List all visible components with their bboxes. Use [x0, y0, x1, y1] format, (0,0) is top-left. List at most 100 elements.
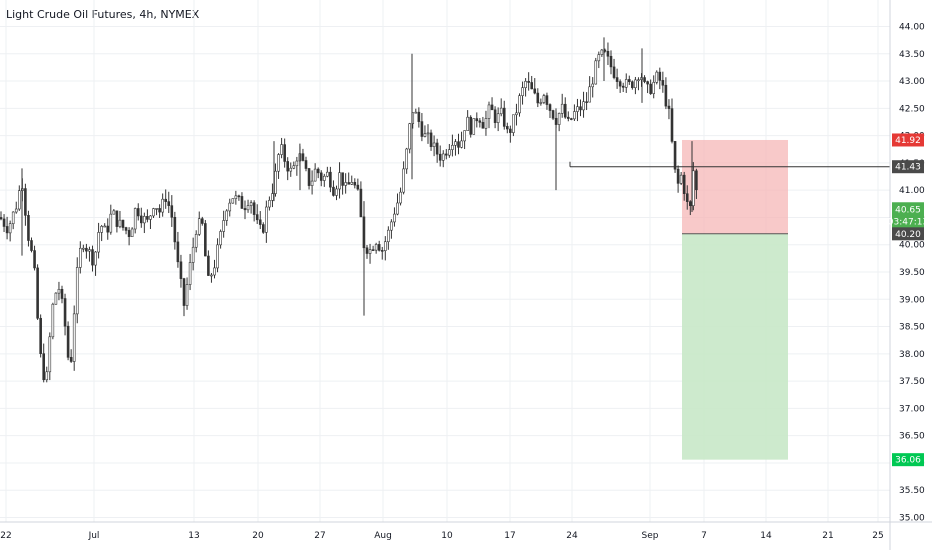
entry-price-badge-bg: [892, 227, 924, 241]
current-price-badge: 40.65 03:47:13: [888, 202, 928, 229]
time-axis[interactable]: 22 Jul 13 20 27 Aug 10 17 24 Sep 7 14 21 25: [0, 521, 932, 541]
candle: [631, 80, 634, 90]
candle: [676, 165, 680, 193]
candle: [191, 237, 195, 271]
candle: [255, 204, 259, 224]
time-tick-label: 7: [701, 531, 707, 541]
candle-body: [655, 71, 659, 83]
entry-price-badge-label: 40.20: [895, 230, 921, 240]
candle-body: [66, 325, 70, 358]
candle-body: [527, 81, 530, 83]
candle: [624, 73, 628, 93]
candle: [441, 150, 445, 168]
stop-price-badge: 41.92: [892, 133, 924, 147]
candle: [509, 125, 512, 143]
candle: [539, 98, 543, 106]
candle: [91, 245, 94, 272]
candle-body: [368, 249, 372, 254]
candle: [582, 91, 585, 118]
candle-body: [100, 226, 103, 233]
candle-body: [109, 213, 113, 233]
candle-body: [289, 167, 293, 172]
candle: [652, 75, 656, 99]
candle-body: [69, 357, 73, 362]
price-tick-label: 35.00: [899, 514, 925, 524]
candle: [194, 230, 198, 253]
candle-body: [426, 132, 430, 135]
candle-body: [585, 101, 588, 103]
candle: [97, 222, 100, 259]
price-axis[interactable]: 35.0035.5036.0036.5037.0037.5038.0038.50…: [889, 0, 925, 550]
candle: [579, 99, 582, 117]
candle-body: [542, 95, 546, 103]
candle-body: [326, 171, 329, 177]
horizontal-level-line[interactable]: [569, 161, 890, 168]
candle-body: [158, 208, 161, 213]
candle: [51, 302, 55, 340]
candle: [155, 208, 158, 216]
candle: [347, 172, 351, 185]
candle-body: [94, 251, 97, 266]
candle-body: [219, 231, 222, 246]
candle-body: [88, 249, 91, 252]
candle: [695, 168, 698, 199]
candle-body: [652, 82, 656, 94]
candle-body: [51, 303, 55, 338]
level-price-badge-bg: [892, 160, 924, 174]
candle-body: [121, 219, 125, 228]
candle: [329, 166, 332, 193]
candle-body: [512, 114, 515, 133]
candle-body: [499, 107, 503, 115]
candle-body: [146, 216, 149, 220]
price-tick-label: 35.50: [899, 486, 925, 496]
candle: [243, 200, 247, 220]
candle: [618, 79, 622, 93]
candle: [527, 72, 530, 91]
candle-body: [45, 371, 49, 381]
candle-body: [393, 213, 396, 223]
level-price-badge-label: 41.43: [895, 163, 921, 173]
candle-body: [350, 182, 354, 185]
candle: [460, 131, 463, 149]
candle-body: [161, 198, 164, 213]
price-tick-label: 39.50: [899, 268, 925, 278]
candle-body: [2, 218, 6, 227]
candle-body: [185, 284, 189, 306]
candle: [487, 101, 491, 129]
candle: [448, 143, 451, 158]
candle-body: [576, 106, 579, 112]
candle-body: [280, 144, 283, 155]
candle-body: [560, 103, 564, 114]
candle-body: [329, 171, 332, 188]
candle: [371, 245, 375, 252]
position-tool[interactable]: [682, 139, 788, 460]
candle-body: [588, 86, 591, 103]
candle-body: [136, 208, 140, 217]
candle: [207, 250, 210, 276]
candle-body: [463, 130, 466, 142]
candle: [481, 116, 485, 129]
candle: [597, 51, 601, 69]
candle-body: [573, 111, 576, 120]
candle-body: [271, 193, 274, 201]
price-tick-label: 40.00: [899, 241, 925, 251]
candle: [484, 110, 488, 136]
candle-body: [563, 103, 567, 118]
candle: [188, 253, 192, 291]
target-price-badge-label: 36.06: [895, 456, 921, 466]
candle: [280, 137, 283, 159]
candle-body: [240, 196, 244, 209]
time-tick-label: 22: [0, 531, 11, 541]
candle: [322, 173, 326, 187]
candle: [472, 118, 476, 135]
candle-body: [11, 211, 15, 225]
candle: [350, 175, 354, 185]
candle-body: [213, 267, 216, 276]
candle: [216, 238, 219, 273]
candle: [5, 216, 9, 240]
time-tick-label: 10: [441, 531, 453, 541]
candle-body: [359, 188, 363, 218]
candle: [685, 185, 689, 210]
candle: [496, 107, 500, 132]
